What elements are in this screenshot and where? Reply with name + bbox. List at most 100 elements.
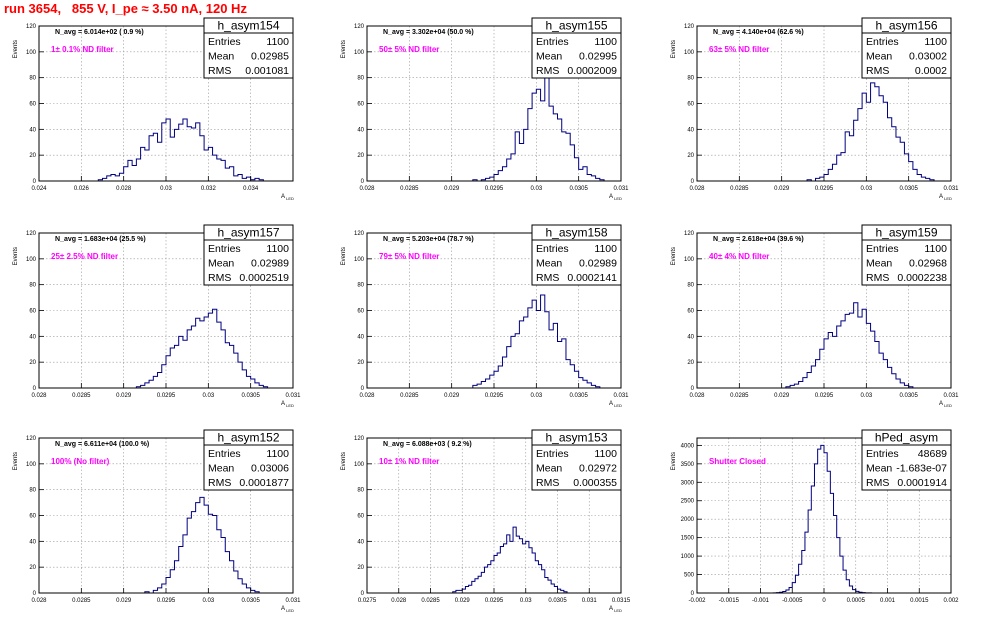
y-tick-label: 100 xyxy=(354,462,365,468)
y-tick-label: 60 xyxy=(687,309,694,315)
n-avg-label: N_avg = 6.088e+03 ( 9.2 %) xyxy=(383,441,472,448)
stat-key-mean: Mean xyxy=(536,258,562,270)
y-tick-label: 120 xyxy=(354,436,365,442)
x-tick-label: 0.029 xyxy=(455,598,471,604)
y-tick-label: 100 xyxy=(26,50,37,56)
histogram-line xyxy=(785,302,914,388)
y-tick-label: 40 xyxy=(29,539,36,545)
y-axis-label: Events xyxy=(13,452,19,470)
stat-key-rms: RMS xyxy=(208,272,231,284)
y-tick-label: 60 xyxy=(357,514,364,520)
stat-value-mean: 0.02972 xyxy=(579,463,617,475)
n-avg-label: N_avg = 4.140e+04 (62.6 %) xyxy=(713,29,804,36)
stat-key-entries: Entries xyxy=(208,448,241,460)
histogram-name: h_asym153 xyxy=(545,431,607,445)
y-tick-label: 100 xyxy=(354,50,365,56)
n-avg-label: N_avg = 6.611e+04 (100.0 %) xyxy=(55,441,149,448)
x-tick-label: 0.0305 xyxy=(241,393,260,399)
y-tick-label: 20 xyxy=(357,153,364,159)
x-tick-label: 0.031 xyxy=(582,598,598,604)
histogram-line xyxy=(472,294,601,388)
x-tick-label: 0.0285 xyxy=(730,186,749,192)
x-tick-label: 0.029 xyxy=(116,598,132,604)
stat-key-rms: RMS xyxy=(866,272,889,284)
stat-value-mean: 0.02989 xyxy=(251,258,289,270)
stat-value-rms: 0.0002238 xyxy=(897,272,947,284)
stat-value-rms: 0.0002141 xyxy=(567,272,617,284)
x-tick-label: 0.03 xyxy=(202,393,214,399)
x-tick-label: 0.0305 xyxy=(569,393,588,399)
y-tick-label: 2500 xyxy=(681,499,695,505)
x-tick-label: 0.029 xyxy=(774,393,790,399)
stat-key-mean: Mean xyxy=(208,258,234,270)
histogram-panel-h_asym152: 0.028 0.0285 0.029 0.0295 0.03 0.0305 0.031 0 20… xyxy=(13,429,301,613)
x-tick-label: 0.0305 xyxy=(548,598,567,604)
stat-key-mean: Mean xyxy=(208,51,234,63)
stat-value-entries: 1100 xyxy=(924,243,947,255)
histogram-line xyxy=(135,308,269,388)
x-tick-label: 0.028 xyxy=(31,393,47,399)
x-axis-label: A LED xyxy=(609,194,622,201)
stat-key-rms: RMS xyxy=(208,65,231,77)
stat-value-mean: 0.02985 xyxy=(251,51,289,63)
stats-box xyxy=(203,239,294,286)
histogram-line xyxy=(472,69,605,182)
y-axis-label: Events xyxy=(341,452,347,470)
x-tick-label: 0.0305 xyxy=(899,186,918,192)
histogram-name: hPed_asym xyxy=(875,431,938,445)
filter-label: 25± 2.5% ND filter xyxy=(51,252,118,261)
stat-value-rms: 0.0002519 xyxy=(239,272,289,284)
histogram-line xyxy=(452,526,568,593)
x-axis-label: A LED xyxy=(281,401,294,408)
x-tick-label: 0.0285 xyxy=(72,598,91,604)
x-tick-label: 0.031 xyxy=(943,186,959,192)
y-tick-label: 0 xyxy=(33,591,37,597)
stat-key-mean: Mean xyxy=(536,51,562,63)
histogram-name: h_asym159 xyxy=(875,226,937,240)
stat-value-entries: 48689 xyxy=(918,448,947,460)
stat-key-entries: Entries xyxy=(208,243,241,255)
x-tick-label: 0.028 xyxy=(689,186,705,192)
stat-value-rms: 0.001081 xyxy=(245,65,289,77)
x-tick-label: 0.031 xyxy=(285,598,301,604)
y-tick-label: 120 xyxy=(26,24,37,30)
stat-value-mean: 0.02968 xyxy=(909,258,947,270)
x-tick-label: 0.029 xyxy=(444,393,460,399)
x-tick-label: 0.0275 xyxy=(358,598,377,604)
x-tick-label: 0.0005 xyxy=(847,598,866,604)
stats-box xyxy=(861,239,952,286)
stat-key-rms: RMS xyxy=(536,272,559,284)
y-tick-label: 40 xyxy=(29,334,36,340)
filter-label: 10± 1% ND filter xyxy=(379,457,439,466)
x-tick-label: 0.03 xyxy=(530,186,542,192)
x-tick-label: 0.03 xyxy=(202,598,214,604)
x-tick-label: 0.0285 xyxy=(421,598,440,604)
y-tick-label: 80 xyxy=(687,283,694,289)
histogram-line xyxy=(144,496,260,594)
filter-label: 63± 5% ND filter xyxy=(709,45,769,54)
x-tick-label: 0.0295 xyxy=(157,393,176,399)
y-tick-label: 0 xyxy=(361,591,365,597)
y-tick-label: 0 xyxy=(361,179,365,185)
y-tick-label: 120 xyxy=(26,436,37,442)
stat-value-mean: -1.683e-07 xyxy=(896,463,947,475)
stat-key-rms: RMS xyxy=(536,65,559,77)
y-tick-label: 120 xyxy=(26,231,37,237)
y-tick-label: 20 xyxy=(29,565,36,571)
y-tick-label: 0 xyxy=(33,386,37,392)
x-tick-label: -0.0005 xyxy=(782,598,803,604)
y-tick-label: 80 xyxy=(357,76,364,82)
y-tick-label: 60 xyxy=(29,102,36,108)
stat-value-entries: 1100 xyxy=(266,448,289,460)
stat-value-entries: 1100 xyxy=(594,36,617,48)
x-tick-label: 0.002 xyxy=(943,598,959,604)
y-tick-label: 60 xyxy=(357,309,364,315)
stat-key-mean: Mean xyxy=(866,463,892,475)
x-tick-label: 0.03 xyxy=(860,186,872,192)
histogram-panel-h_asym154: 0.024 0.026 0.028 0.03 0.032 0.034 0 20 40 60 80 10… xyxy=(13,17,294,201)
histogram-name: h_asym152 xyxy=(217,431,279,445)
y-tick-label: 80 xyxy=(29,488,36,494)
histogram-line xyxy=(772,444,876,594)
y-axis-label: Events xyxy=(671,40,677,58)
